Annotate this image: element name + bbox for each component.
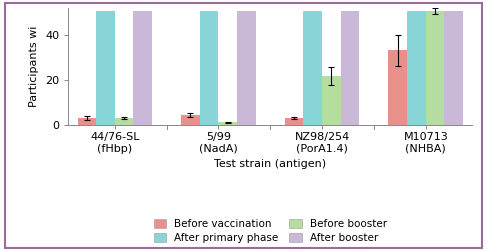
Bar [115, 118, 133, 125]
Bar [219, 122, 237, 125]
Bar [445, 11, 463, 125]
Bar [181, 115, 200, 125]
Bar [341, 11, 359, 125]
X-axis label: Test strain (antigen): Test strain (antigen) [214, 159, 326, 169]
Bar [96, 11, 115, 125]
Bar [407, 11, 426, 125]
Bar [200, 11, 219, 125]
Bar [77, 118, 96, 125]
Bar [426, 11, 445, 125]
Y-axis label: Participants wi: Participants wi [30, 26, 39, 107]
Legend: Before vaccination, After primary phase, Before booster, After booster: Before vaccination, After primary phase,… [150, 215, 391, 247]
Bar [322, 76, 341, 125]
Bar [389, 50, 407, 125]
Bar [285, 118, 303, 125]
Bar [303, 11, 322, 125]
Bar [237, 11, 256, 125]
Bar [133, 11, 152, 125]
